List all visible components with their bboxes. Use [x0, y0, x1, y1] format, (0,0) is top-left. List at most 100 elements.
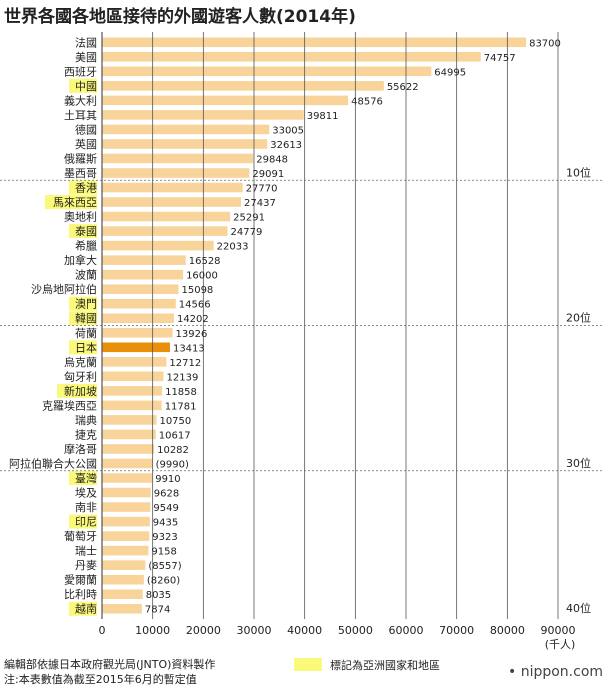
country-label: 烏克蘭	[64, 355, 97, 369]
x-tick-label: 90000	[541, 624, 576, 637]
value-label: 12139	[167, 372, 199, 383]
value-label: 10750	[159, 416, 191, 427]
value-label: 9435	[153, 518, 178, 529]
bar	[102, 342, 170, 353]
value-label: 11858	[165, 387, 197, 398]
value-label: (9990)	[156, 459, 189, 470]
country-label: 瑞士	[75, 544, 97, 558]
bar	[102, 516, 150, 527]
country-label: 摩洛哥	[64, 442, 97, 456]
bar	[102, 66, 432, 77]
bar	[102, 37, 527, 48]
asia-highlight	[69, 180, 97, 195]
value-label: 22033	[217, 242, 249, 253]
bar	[102, 531, 150, 541]
x-tick-label: 60000	[389, 624, 424, 637]
asia-highlight	[57, 383, 97, 398]
value-label: 74757	[484, 53, 516, 64]
asia-highlight	[69, 78, 97, 93]
bar	[102, 603, 142, 614]
bar	[102, 371, 164, 382]
x-tick-label: 30000	[237, 624, 272, 637]
country-label: 德國	[75, 122, 97, 136]
country-label: 新加坡	[64, 384, 97, 398]
bar	[102, 545, 149, 556]
country-label: 泰國	[75, 224, 97, 238]
value-label: 7874	[145, 605, 170, 616]
country-label: 香港	[75, 182, 97, 195]
value-label: 10617	[159, 430, 191, 441]
value-label: 33005	[272, 125, 304, 136]
country-label: 匈牙利	[64, 369, 97, 383]
country-label: 英國	[75, 137, 97, 151]
value-label: 27437	[244, 198, 276, 209]
bar-chart: 0 10000 20000 30000 40000 50000 60000 70000 8000…	[0, 32, 604, 650]
x-axis-unit: (千人)	[545, 638, 576, 650]
bar	[102, 226, 228, 236]
asia-highlight	[69, 340, 97, 355]
value-label: (8260)	[147, 576, 180, 587]
value-label: 13926	[176, 329, 208, 340]
bar	[102, 415, 157, 425]
rank-marker-label: 10位	[566, 165, 591, 179]
asia-highlight	[45, 195, 97, 210]
x-tick-label: 20000	[186, 624, 221, 637]
bar	[102, 284, 179, 294]
bar	[102, 95, 349, 106]
bar	[102, 400, 162, 411]
bar	[102, 502, 151, 512]
country-label: 埃及	[75, 486, 97, 500]
nippon-logo: • nippon.com	[508, 664, 604, 680]
rank-marker-label: 40位	[566, 601, 591, 615]
value-label: 9549	[153, 503, 178, 514]
value-label: 11781	[165, 401, 197, 412]
bar	[102, 255, 186, 265]
value-label: 29091	[252, 169, 284, 180]
bar	[102, 560, 146, 570]
asia-highlight	[69, 311, 97, 326]
country-label: 印尼	[75, 516, 97, 529]
legend-swatch-asia	[294, 658, 322, 671]
value-label: 9628	[154, 489, 179, 500]
country-label: 美國	[75, 51, 97, 64]
bar	[102, 487, 151, 498]
value-label: (8557)	[148, 561, 181, 572]
country-label: 日本	[75, 340, 97, 354]
bar	[102, 139, 268, 149]
country-label: 捷克	[75, 427, 97, 441]
bar	[102, 429, 156, 440]
value-label: 27770	[246, 184, 278, 195]
asia-highlight	[69, 224, 97, 239]
country-label: 阿拉伯聯合大公國	[9, 456, 97, 470]
country-label: 越南	[75, 602, 97, 616]
x-tick-label: 50000	[338, 624, 373, 637]
bar	[102, 240, 214, 251]
value-label: 25291	[233, 213, 265, 224]
country-label: 克羅埃西亞	[42, 398, 97, 412]
value-label: 64995	[434, 67, 466, 78]
country-label: 比利時	[64, 588, 97, 601]
country-label: 土耳其	[64, 109, 97, 122]
value-label: 16000	[186, 271, 218, 282]
bar	[102, 269, 184, 280]
value-label: 29848	[256, 154, 288, 165]
bar	[102, 298, 176, 309]
source-note: 編輯部依據日本政府觀光局(JNTO)資料製作	[4, 658, 216, 671]
bar	[102, 357, 167, 367]
value-label: 16528	[189, 256, 221, 267]
bar	[102, 110, 304, 120]
value-label: 15098	[181, 285, 213, 296]
x-tick-label: 0	[99, 624, 106, 637]
country-label: 南非	[75, 501, 97, 514]
asia-highlight	[69, 296, 97, 311]
asia-highlight	[69, 601, 97, 616]
value-label: 32613	[270, 140, 302, 151]
country-label: 義大利	[64, 93, 97, 107]
rank-marker-label: 20位	[566, 311, 591, 325]
country-label: 加拿大	[64, 253, 97, 267]
value-label: 13413	[173, 343, 205, 354]
country-label: 葡萄牙	[64, 530, 97, 543]
country-label: 愛爾蘭	[64, 574, 97, 587]
country-label: 臺灣	[75, 471, 97, 485]
x-tick-label: 70000	[439, 624, 474, 637]
